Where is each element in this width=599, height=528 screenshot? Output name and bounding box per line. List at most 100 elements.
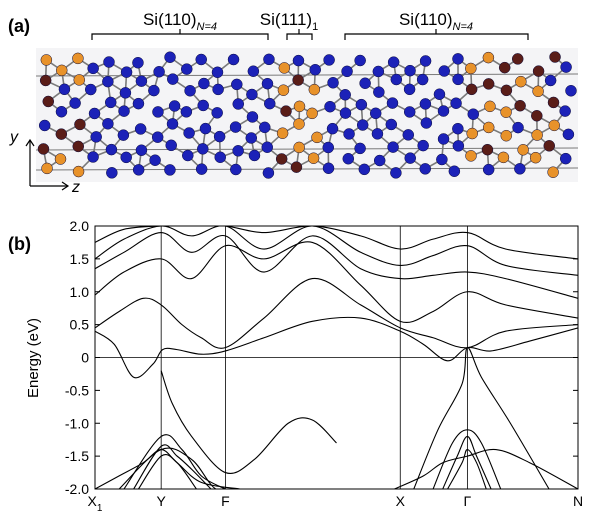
band-line-3 [95,232,578,299]
atom [371,128,384,140]
atom [437,133,450,145]
atom [500,84,513,97]
atom [354,54,366,67]
band-line-9 [133,444,212,489]
atom [120,66,133,78]
atom [292,54,305,67]
atom [500,106,512,118]
atom [448,165,461,177]
atom [246,88,258,101]
coordinate-axes [25,138,70,191]
atom [72,140,85,153]
region-label-right: Si(110)N=4 [399,10,473,33]
atom [437,105,450,117]
x-tick-label: X [396,493,406,509]
atom [512,121,524,134]
band-line-7 [160,370,337,474]
atom [358,163,371,176]
band-line-8 [123,434,226,489]
atom [403,83,416,96]
atom [404,152,416,164]
atom [132,56,144,69]
bands [95,226,578,489]
atom [195,53,207,66]
atom [339,89,351,101]
atom [118,105,130,117]
atom [275,153,288,165]
x-tick-label: F [221,493,230,509]
atom [293,141,305,154]
atom [165,139,177,152]
atom [547,96,560,109]
atom [103,56,115,68]
atom [404,64,416,77]
atom [102,75,114,88]
atom [164,51,176,63]
atom [247,65,260,77]
atom [199,122,212,135]
band-structure-chart: 2.0 1.5 1.0 0.5 0 -0.5 -1.0 -1.5 -2.0X1 Y F X Γ N [65,218,583,514]
atom [323,54,335,66]
atom [559,105,571,117]
atomic-structure-image [35,48,579,182]
atom [531,129,543,141]
band-line-16 [95,448,240,489]
atom [517,144,529,156]
atom [417,139,429,152]
atom [40,54,53,66]
y-tick-label: -1.5 [65,448,89,464]
atom [354,142,366,155]
atom [277,84,290,96]
atom [452,140,465,152]
atom [452,53,464,65]
atom [183,127,195,139]
atom [84,83,97,96]
atom [390,167,402,179]
region-label-left: Si(110)N=4 [143,10,217,33]
panel-a: (a) Si(110)N=4 Si(111)1 Si(110)N=4 y z [8,10,579,196]
atom [87,62,99,75]
atom [54,153,67,165]
atom [465,83,478,96]
atom [465,150,477,162]
atom [307,152,320,164]
atom [74,118,86,131]
atom [482,163,495,176]
band-line-0 [95,316,578,379]
atom [135,75,148,87]
atom [450,97,462,109]
atom [55,64,68,77]
atom [433,88,446,100]
atom [246,111,259,123]
atom [87,151,99,163]
atom [134,123,147,135]
axis-z-label: z [71,179,80,196]
atom [229,121,242,133]
atom [166,118,179,130]
atom [386,97,399,109]
atom [308,83,321,96]
region-bracket-right [344,29,529,40]
atom [90,131,102,143]
atom [167,73,179,85]
atom [562,128,575,141]
atom [72,52,84,65]
atom [263,97,276,110]
band-line-4 [95,226,578,276]
atom [231,78,243,91]
atom [529,151,542,164]
atom [232,98,245,110]
atom [385,118,398,131]
atom [263,53,275,66]
atom [120,151,132,164]
atom [419,163,431,175]
atom [259,121,271,134]
atom [211,107,223,119]
y-tick-label: -2.0 [65,481,89,497]
panel-b: (b) 2.0 1.5 1.0 0.5 0 -0.5 -1.0 -1.5 -2.0X1 Y F X Γ N… [8,218,583,514]
region-right-sub: N=4 [453,21,474,33]
region-left-base: Si(110) [143,10,197,29]
band-line-15 [413,347,550,489]
atom [105,143,118,156]
band-line-14 [394,448,578,489]
